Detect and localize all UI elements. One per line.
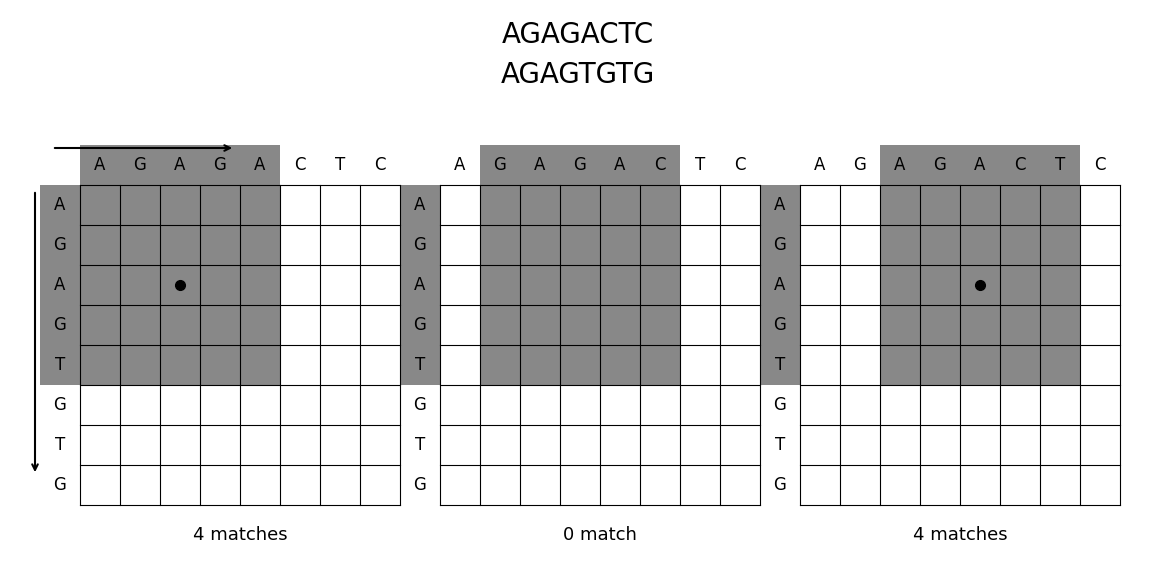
Text: G: G [854, 156, 867, 174]
Text: G: G [413, 476, 427, 494]
Text: T: T [54, 436, 65, 454]
Text: A: A [774, 276, 786, 294]
Text: A: A [974, 156, 986, 174]
Text: A: A [54, 196, 66, 214]
Text: C: C [374, 156, 385, 174]
Text: G: G [774, 476, 787, 494]
Text: G: G [133, 156, 147, 174]
Text: G: G [53, 396, 66, 414]
Text: 4 matches: 4 matches [193, 526, 287, 544]
Text: G: G [53, 316, 66, 334]
Text: G: G [53, 236, 66, 254]
Text: G: G [413, 396, 427, 414]
Bar [40, 185, 80, 385]
Text: A: A [414, 196, 426, 214]
Text: A: A [455, 156, 465, 174]
Text: T: T [775, 356, 786, 374]
Bar [480, 185, 680, 385]
Text: T: T [415, 436, 425, 454]
Bar [80, 145, 280, 185]
Text: T: T [415, 356, 425, 374]
Bar [480, 145, 680, 185]
Text: A: A [614, 156, 626, 174]
Text: AGAGACTC: AGAGACTC [502, 21, 654, 49]
Text: G: G [494, 156, 507, 174]
Text: G: G [413, 316, 427, 334]
Bar [400, 185, 440, 385]
Bar [880, 145, 1079, 185]
Text: T: T [334, 156, 345, 174]
Text: A: A [774, 196, 786, 214]
Text: A: A [95, 156, 105, 174]
Text: 0 match: 0 match [563, 526, 638, 544]
Text: A: A [255, 156, 266, 174]
Text: AGAGTGTG: AGAGTGTG [501, 61, 655, 89]
Text: G: G [53, 476, 66, 494]
Bar [80, 185, 280, 385]
Text: C: C [1095, 156, 1106, 174]
Text: A: A [535, 156, 546, 174]
Text: A: A [815, 156, 826, 174]
Text: A: A [894, 156, 906, 174]
Text: C: C [654, 156, 665, 174]
Text: G: G [774, 316, 787, 334]
Text: C: C [294, 156, 305, 174]
Text: T: T [54, 356, 65, 374]
Text: G: G [574, 156, 587, 174]
Text: A: A [414, 276, 426, 294]
Text: T: T [775, 436, 786, 454]
Text: G: G [774, 236, 787, 254]
Bar [880, 185, 1079, 385]
Text: C: C [1015, 156, 1026, 174]
Text: A: A [175, 156, 185, 174]
Text: G: G [934, 156, 946, 174]
Text: T: T [695, 156, 705, 174]
Text: T: T [1055, 156, 1066, 174]
Text: A: A [54, 276, 66, 294]
Text: 4 matches: 4 matches [913, 526, 1008, 544]
Text: G: G [774, 396, 787, 414]
Text: C: C [735, 156, 746, 174]
Text: G: G [413, 236, 427, 254]
Text: G: G [214, 156, 227, 174]
Bar [760, 185, 799, 385]
